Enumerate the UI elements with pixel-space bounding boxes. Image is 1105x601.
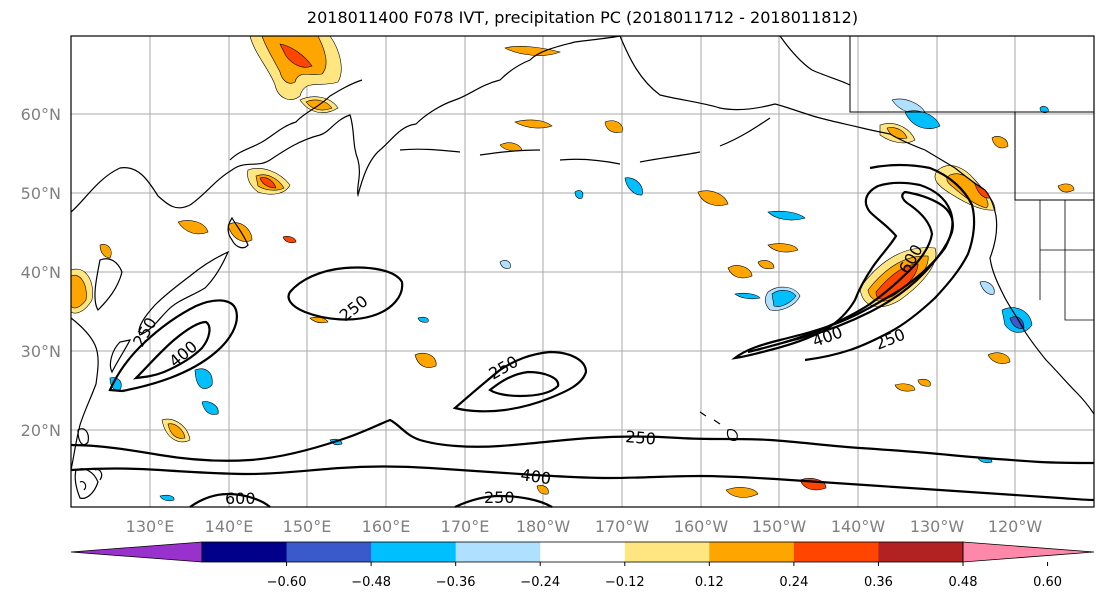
colorbar-segment — [793, 542, 879, 562]
colorbar-segment — [202, 542, 288, 562]
lon-label: 140°E — [205, 517, 254, 536]
colorbar-tick-label: 0.12 — [695, 575, 724, 590]
plot-frame — [70, 35, 1095, 508]
lon-label: 160°E — [362, 517, 411, 536]
colorbar-tick-label: 0.60 — [1033, 575, 1062, 590]
colorbar-extend-low — [70, 541, 203, 563]
lon-label: 120°W — [988, 517, 1043, 536]
latitude-labels: 60°N 50°N 40°N 30°N 20°N — [21, 105, 61, 440]
colorbar-outline — [201, 541, 964, 563]
colorbar-tick-label: 0.36 — [864, 575, 893, 590]
lon-label: 150°W — [752, 517, 807, 536]
colorbar-tick-label: 0.48 — [949, 575, 978, 590]
lon-label: 170°W — [595, 517, 650, 536]
longitude-labels: 130°E 140°E 150°E 160°E 170°E 180°W 170°… — [126, 517, 1043, 536]
lon-label: 130°W — [910, 517, 965, 536]
colorbar-tick-label: 0.24 — [779, 575, 808, 590]
contour-label: 250 — [484, 488, 515, 507]
lat-label: 40°N — [21, 263, 61, 282]
colorbar: −0.60 −0.48 −0.36 −0.24 −0.12 0.12 0.24 0.36 0.4… — [70, 541, 1095, 590]
colorbar-segment — [878, 542, 964, 562]
colorbar-tick-label: −0.12 — [605, 575, 645, 590]
colorbar-extend-high — [962, 541, 1095, 563]
colorbar-ticks: −0.60 −0.48 −0.36 −0.24 −0.12 0.12 0.24 0.36 0.4… — [267, 562, 1062, 590]
colorbar-tick-label: −0.60 — [267, 575, 307, 590]
colorbar-segment — [709, 542, 795, 562]
lon-label: 130°E — [126, 517, 175, 536]
coastlines — [70, 35, 1095, 499]
lon-label: 170°E — [441, 517, 490, 536]
colorbar-segment — [624, 542, 710, 562]
precip-negative-areas — [109, 98, 1049, 502]
lat-label: 60°N — [21, 105, 61, 124]
lon-label: 180°W — [516, 517, 571, 536]
lon-label: 140°W — [831, 517, 886, 536]
colorbar-segment — [371, 542, 457, 562]
colorbar-segment — [540, 542, 626, 562]
colorbar-tick-label: −0.48 — [351, 575, 391, 590]
contour-label: 600 — [225, 489, 256, 508]
colorbar-segments — [70, 541, 1095, 563]
map-title: 2018011400 F078 IVT, precipitation PC (2… — [306, 8, 859, 27]
contour-label: 250 — [625, 427, 657, 449]
lat-label: 50°N — [21, 184, 61, 203]
colorbar-segment — [286, 542, 372, 562]
colorbar-segment — [455, 542, 541, 562]
lon-label: 150°E — [283, 517, 332, 536]
lat-label: 30°N — [21, 342, 61, 361]
ivt-contours — [70, 163, 1095, 508]
colorbar-tick-label: −0.36 — [436, 575, 476, 590]
lat-label: 20°N — [21, 421, 61, 440]
precip-positive-areas — [70, 35, 1075, 498]
contour-label: 400 — [519, 465, 552, 488]
lon-label: 160°W — [674, 517, 729, 536]
colorbar-tick-label: −0.24 — [520, 575, 560, 590]
